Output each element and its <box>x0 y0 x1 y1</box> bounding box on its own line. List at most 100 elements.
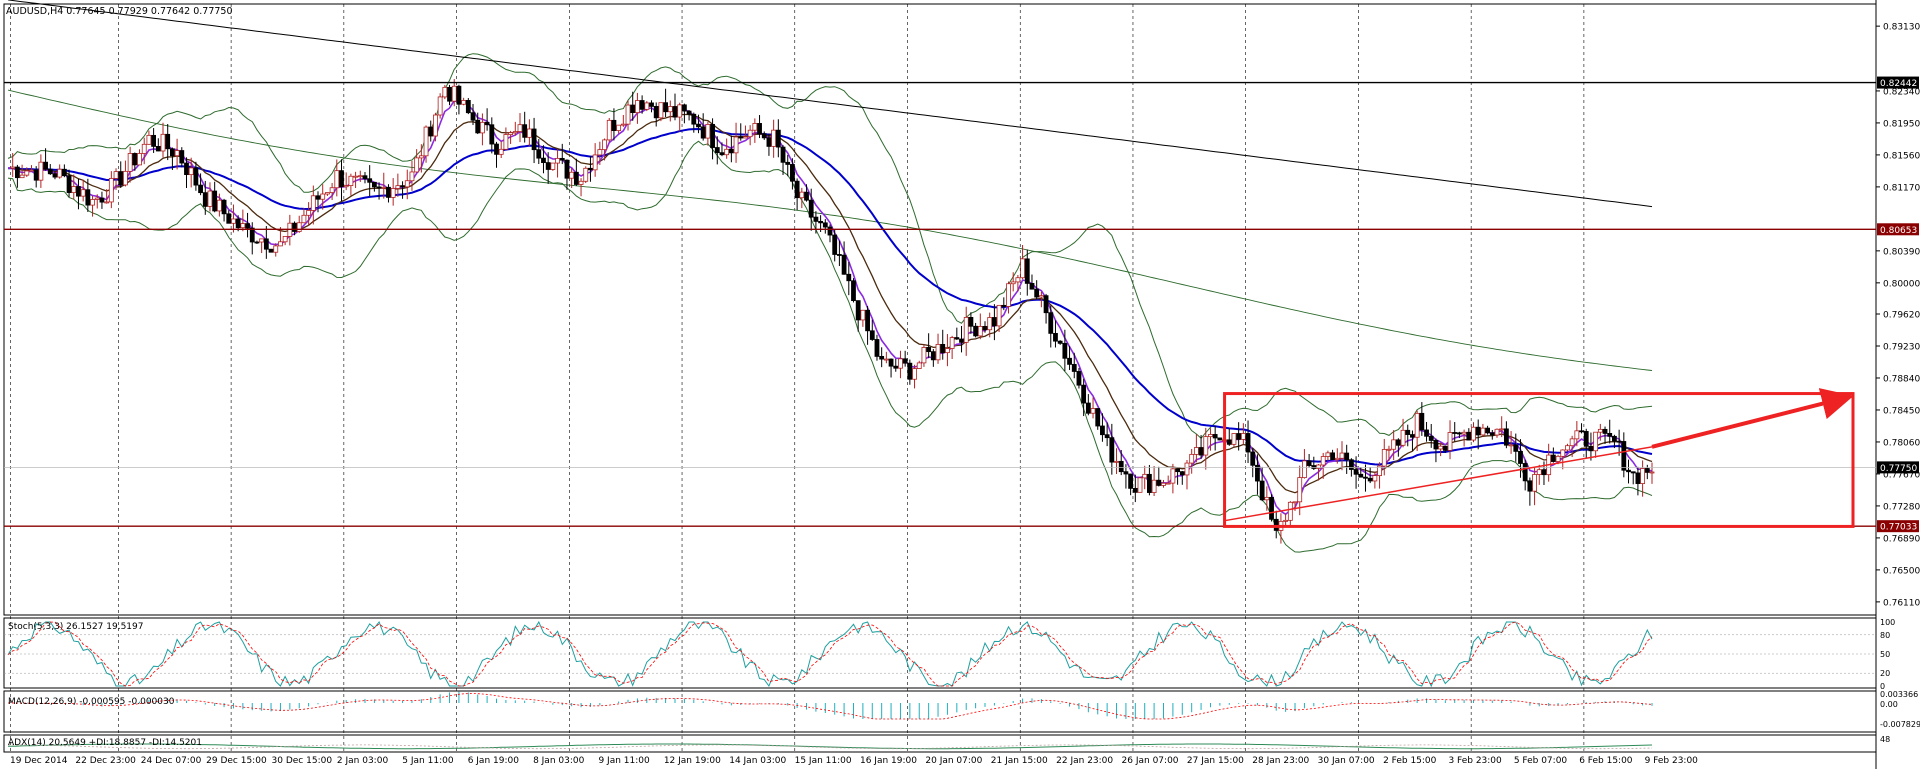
candle-body <box>672 106 678 118</box>
candle-body <box>992 317 997 327</box>
candle-body <box>747 129 753 138</box>
candle-body <box>1433 440 1439 450</box>
candle-body <box>996 304 1002 327</box>
candle-body <box>1363 476 1368 479</box>
candle-body <box>1358 473 1364 478</box>
candle-body <box>85 189 91 206</box>
candle-body <box>1123 471 1129 475</box>
x-tick-label: 19 Dec 2014 <box>10 756 68 766</box>
candle-body <box>573 171 579 185</box>
candle-body <box>526 128 532 138</box>
level-tag-2 <box>1877 520 1919 533</box>
candle-body <box>649 102 654 107</box>
candle-body <box>1428 435 1434 441</box>
bollinger-upper <box>7 53 1653 440</box>
candle-body <box>907 362 913 380</box>
pane-frame-0 <box>3 3 1877 616</box>
candle-body <box>216 199 222 212</box>
candle-body <box>663 102 668 113</box>
candle-body <box>123 170 128 186</box>
candle-body <box>606 119 612 141</box>
candle-body <box>1062 342 1068 359</box>
candle-body <box>1198 447 1204 456</box>
candle-body <box>320 193 326 200</box>
candle-body <box>57 168 63 178</box>
candle-body <box>714 147 720 154</box>
candle-body <box>104 201 110 204</box>
candle-body <box>1273 518 1279 531</box>
candle-body <box>71 186 77 194</box>
candle-body <box>198 184 203 194</box>
stoch-signal-line <box>7 621 1653 687</box>
candle-body <box>1306 460 1312 466</box>
candle-body <box>1381 449 1387 467</box>
candle-body <box>1132 487 1138 493</box>
candle-body <box>888 358 894 367</box>
stoch-main-line <box>7 620 1653 688</box>
candle-body <box>1475 426 1481 436</box>
candle-body <box>1175 468 1180 473</box>
macd-signal-line <box>8 693 1653 720</box>
candle-body <box>508 132 513 135</box>
candle-body <box>1536 469 1542 475</box>
candle-body <box>738 136 744 139</box>
candle-body <box>874 339 880 357</box>
candle-body <box>353 175 358 178</box>
candle-body <box>461 100 467 105</box>
candle-body <box>883 358 889 361</box>
candle-body <box>1635 472 1641 484</box>
candle-body <box>869 330 875 340</box>
adx-line <box>7 743 1653 750</box>
candle-body <box>390 188 396 198</box>
candle-body <box>1255 464 1260 482</box>
candle-body <box>808 199 814 218</box>
candle-body <box>963 317 969 343</box>
candle-body <box>1020 258 1025 279</box>
y-tick-label: 0.81560 <box>1883 151 1920 161</box>
y-tick-label: 0.78060 <box>1883 438 1920 448</box>
candle-body <box>1452 432 1458 434</box>
candle-body <box>442 86 448 98</box>
candle-body <box>541 157 546 163</box>
candle-body <box>1588 445 1594 452</box>
candle-body <box>733 136 739 154</box>
candle-body <box>127 153 133 172</box>
candle-body <box>343 185 349 188</box>
x-tick-label: 22 Dec 23:00 <box>75 756 136 766</box>
candle-body <box>212 190 218 212</box>
candle-body <box>99 197 105 203</box>
candle-body <box>1076 371 1082 386</box>
candle-body <box>1100 425 1105 436</box>
candle-body <box>245 223 250 229</box>
candle-body <box>1503 428 1509 446</box>
pane-frames <box>3 0 1877 769</box>
candle-body <box>959 338 964 343</box>
macd-tick-label: 0.003366 <box>1880 690 1918 699</box>
candle-body <box>1386 448 1392 451</box>
candle-body <box>1405 429 1411 435</box>
candle-body <box>184 162 189 176</box>
candle-body <box>1038 295 1044 298</box>
candle-body <box>1400 429 1406 446</box>
candle-body <box>296 222 302 232</box>
candle-body <box>132 153 138 166</box>
candle-body <box>1316 464 1321 469</box>
candle-body <box>19 174 25 179</box>
candle-body <box>1165 482 1171 485</box>
candle-body <box>780 146 786 163</box>
candle-body <box>545 162 551 170</box>
candle-body <box>761 133 767 139</box>
x-tick-label: 22 Jan 23:00 <box>1056 756 1113 766</box>
candle-body <box>1067 357 1072 365</box>
candle-body <box>1489 432 1495 436</box>
candle-body <box>1527 480 1533 492</box>
candle-body <box>846 273 852 282</box>
candle-body <box>193 167 199 186</box>
candle-body <box>536 149 542 159</box>
candle-body <box>1095 408 1101 427</box>
candle-body <box>1245 433 1251 453</box>
candle-body <box>90 199 95 206</box>
candle-body <box>531 128 537 151</box>
candle-body <box>43 161 48 170</box>
candle-body <box>588 167 593 171</box>
